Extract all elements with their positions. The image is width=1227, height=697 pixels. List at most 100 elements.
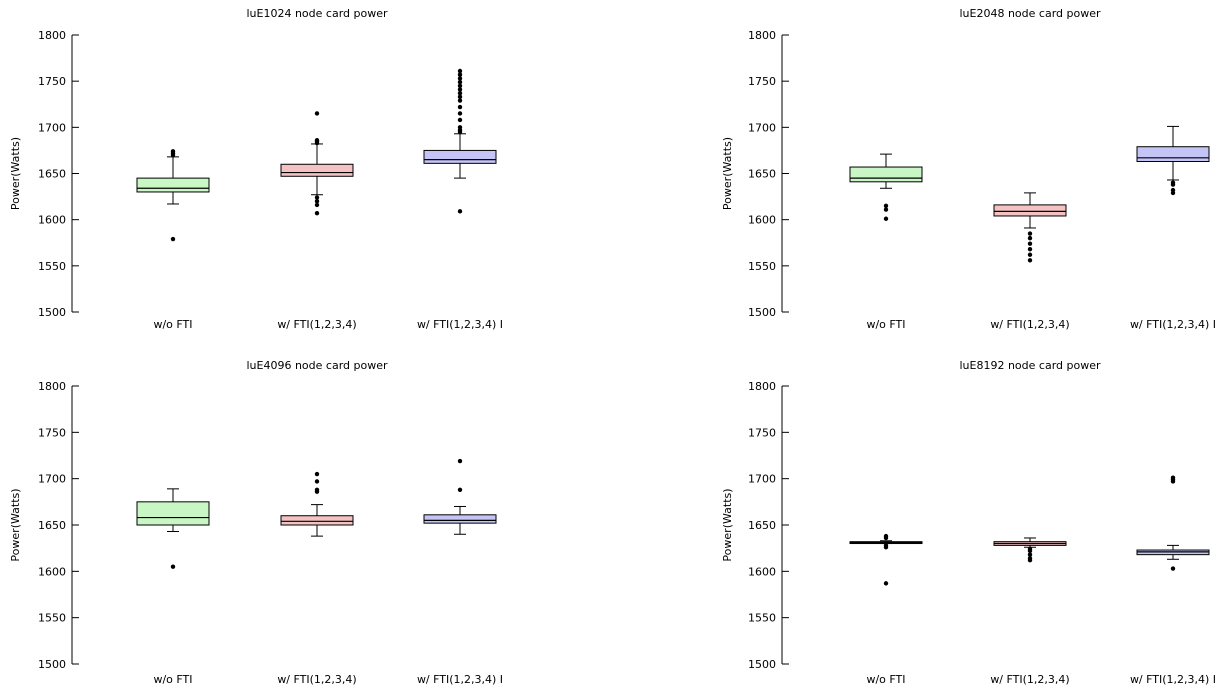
- chart-title: luE4096 node card power: [246, 359, 387, 372]
- y-tick-label: 1550: [748, 260, 776, 273]
- box-1: [849, 153, 923, 221]
- outlier-point: [883, 207, 889, 212]
- outlier-point: [1170, 566, 1176, 571]
- y-axis-label: Power(Watts): [721, 488, 734, 561]
- outlier-point: [457, 94, 463, 100]
- outlier-point: [314, 111, 320, 116]
- outlier-point: [457, 117, 463, 123]
- outlier-point: [457, 72, 463, 77]
- outlier-point: [883, 533, 889, 539]
- box-iqr: [423, 149, 497, 164]
- y-tick-label: 1550: [748, 612, 776, 625]
- outlier-point: [314, 202, 320, 208]
- outlier-point: [1027, 247, 1033, 252]
- category-label: w/ FTI(1,2,3,4): [277, 318, 356, 331]
- box-iqr: [993, 204, 1067, 217]
- chart-title: luE2048 node card power: [959, 7, 1100, 20]
- y-tick-label: 1700: [38, 473, 66, 486]
- y-tick-label: 1650: [748, 519, 776, 532]
- outlier-point: [457, 87, 463, 92]
- outlier-point: [457, 68, 463, 74]
- y-tick-label: 1500: [38, 306, 66, 319]
- box-1: [136, 149, 210, 242]
- outlier-point: [457, 83, 463, 88]
- y-tick-label: 1700: [748, 121, 776, 134]
- box-1: [849, 533, 923, 586]
- box-iqr: [136, 177, 210, 193]
- chart-panel-2: luE2048 node card power Power(Watts) 1500 1…: [721, 7, 1216, 331]
- category-label: w/ FTI(1,2,3,4) I: [417, 318, 503, 331]
- y-tick-label: 1800: [748, 380, 776, 393]
- y-tick-label: 1650: [38, 519, 66, 532]
- outlier-point: [1170, 187, 1176, 193]
- outlier-point: [457, 458, 463, 464]
- y-tick-label: 1500: [748, 658, 776, 671]
- y-tick-label: 1600: [38, 565, 66, 578]
- outlier-point: [314, 195, 320, 200]
- y-tick-label: 1800: [38, 380, 66, 393]
- outlier-point: [170, 236, 176, 242]
- outlier-point: [457, 125, 463, 130]
- y-tick-label: 1700: [38, 121, 66, 134]
- outlier-point: [314, 479, 320, 484]
- outlier-point: [1170, 475, 1176, 480]
- box-3: [423, 68, 497, 214]
- chart-title: luE8192 node card power: [959, 359, 1100, 372]
- y-tick-label: 1600: [748, 565, 776, 578]
- outlier-point: [314, 138, 320, 143]
- outlier-point: [457, 98, 463, 103]
- box-3: [1136, 475, 1210, 571]
- box-iqr: [423, 514, 497, 524]
- outlier-point: [314, 211, 320, 216]
- outlier-point: [1027, 252, 1033, 257]
- y-tick-label: 1550: [38, 612, 66, 625]
- y-tick-label: 1750: [748, 75, 776, 88]
- outlier-point: [1027, 258, 1033, 263]
- box-2: [280, 111, 354, 216]
- outlier-point: [883, 581, 889, 586]
- chart-panel-4: luE8192 node card power Power(Watts) 1500 1…: [721, 359, 1216, 686]
- y-tick-label: 1700: [748, 473, 776, 486]
- y-tick-label: 1800: [748, 29, 776, 42]
- outlier-point: [883, 203, 889, 209]
- category-label: w/o FTI: [866, 673, 905, 686]
- outlier-point: [883, 216, 889, 221]
- y-tick-label: 1650: [748, 168, 776, 181]
- box-2: [993, 537, 1067, 563]
- box-3: [423, 458, 497, 535]
- outlier-point: [1027, 241, 1033, 246]
- y-axis-label: Power(Watts): [9, 488, 22, 561]
- category-label: w/ FTI(1,2,3,4) I: [1130, 673, 1216, 686]
- box-2: [993, 192, 1067, 263]
- outlier-point: [1170, 180, 1176, 185]
- outlier-point: [457, 209, 463, 214]
- box-iqr: [280, 163, 354, 177]
- category-label: w/ FTI(1,2,3,4): [277, 673, 356, 686]
- category-label: w/o FTI: [153, 318, 192, 331]
- chart-panel-1: luE1024 node card power Power(Watts) 1500 1…: [9, 7, 503, 331]
- box-2: [280, 471, 354, 537]
- y-tick-label: 1750: [38, 75, 66, 88]
- outlier-point: [314, 487, 320, 492]
- y-axis-label: Power(Watts): [9, 137, 22, 210]
- outlier-point: [1027, 235, 1033, 241]
- y-tick-label: 1800: [38, 29, 66, 42]
- outlier-point: [170, 149, 176, 154]
- outlier-point: [1027, 556, 1033, 561]
- outlier-point: [314, 199, 320, 204]
- outlier-point: [1027, 231, 1033, 236]
- outlier-point: [1027, 552, 1033, 557]
- category-label: w/ FTI(1,2,3,4) I: [417, 673, 503, 686]
- category-label: w/ FTI(1,2,3,4): [990, 673, 1069, 686]
- outlier-point: [170, 564, 176, 569]
- outlier-point: [457, 76, 463, 81]
- outlier-point: [457, 90, 463, 96]
- chart-title: luE1024 node card power: [246, 7, 387, 20]
- outlier-point: [883, 543, 889, 548]
- y-axis-label: Power(Watts): [721, 137, 734, 210]
- outlier-point: [457, 79, 463, 85]
- outlier-point: [457, 111, 463, 116]
- category-label: w/ FTI(1,2,3,4): [990, 318, 1069, 331]
- box-1: [136, 488, 210, 569]
